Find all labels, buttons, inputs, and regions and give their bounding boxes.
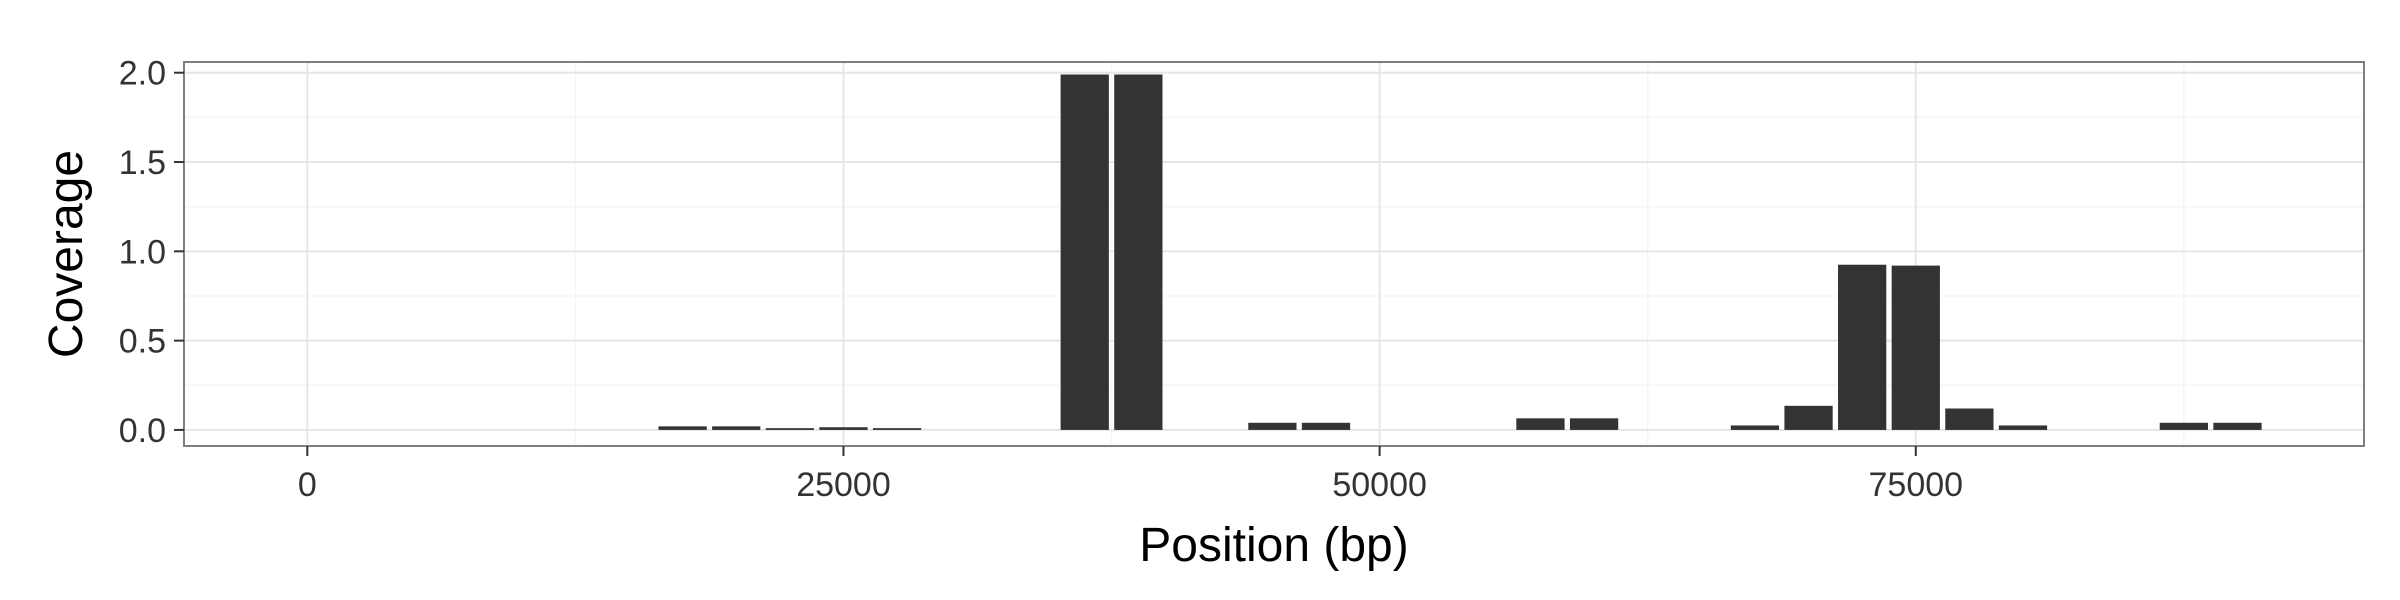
bar-67500 bbox=[1730, 425, 1780, 430]
y-tick-label: 0.0 bbox=[119, 412, 166, 450]
bar-47500 bbox=[1301, 422, 1351, 430]
bar-90000 bbox=[2213, 422, 2262, 430]
y-tick-label: 1.5 bbox=[119, 144, 166, 182]
bar-22500 bbox=[765, 428, 814, 430]
bar-57500 bbox=[1516, 418, 1565, 430]
bar-75000 bbox=[1891, 265, 1940, 430]
x-axis-title: Position (bp) bbox=[1139, 519, 1408, 572]
y-tick-label: 2.0 bbox=[119, 55, 166, 93]
bar-38750 bbox=[1114, 74, 1163, 430]
bar-27500 bbox=[872, 428, 922, 430]
x-tick-label: 50000 bbox=[1332, 466, 1427, 504]
minor-grid bbox=[184, 62, 2364, 446]
x-tick-label: 0 bbox=[298, 466, 317, 504]
bar-80000 bbox=[1998, 425, 2048, 430]
bar-17500 bbox=[658, 426, 707, 430]
bar-45000 bbox=[1248, 422, 1297, 430]
y-tick-label: 0.5 bbox=[119, 323, 166, 361]
bar-87500 bbox=[2159, 422, 2208, 430]
y-axis-title: Coverage bbox=[40, 150, 93, 358]
bar-60000 bbox=[1569, 418, 1619, 430]
bar-72500 bbox=[1838, 264, 1887, 430]
bar-20000 bbox=[712, 426, 761, 430]
plot-border bbox=[183, 61, 2365, 447]
x-tick-label: 75000 bbox=[1869, 466, 1964, 504]
x-axis: 0 25000 50000 75000 bbox=[298, 446, 1963, 504]
bar-36250 bbox=[1060, 74, 1109, 430]
bar-25000 bbox=[819, 427, 868, 430]
plot-panel bbox=[184, 62, 2364, 446]
bars bbox=[658, 74, 2262, 430]
x-tick-label: 25000 bbox=[796, 466, 891, 504]
y-tick-label: 1.0 bbox=[119, 233, 166, 271]
bar-77500 bbox=[1945, 408, 1994, 430]
bar-70000 bbox=[1784, 405, 1833, 430]
y-axis: 0.0 0.5 1.0 1.5 2.0 bbox=[119, 55, 184, 450]
